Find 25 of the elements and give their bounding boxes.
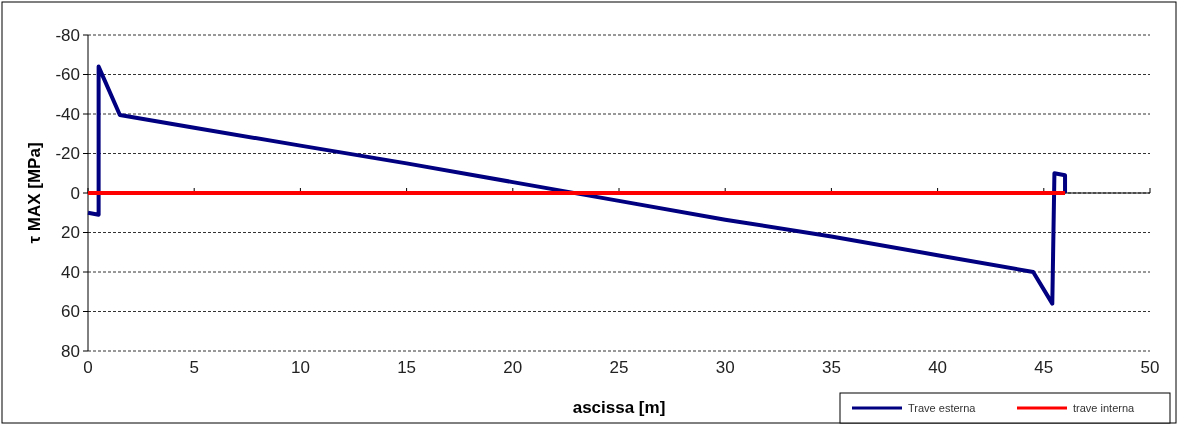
- x-tick-label: 15: [397, 358, 417, 377]
- y-tick-label: -60: [55, 65, 80, 85]
- y-tick-label: -40: [55, 104, 80, 124]
- y-tick-label: -20: [55, 144, 80, 164]
- y-tick-label: 80: [61, 341, 80, 361]
- y-tick-label: 40: [61, 262, 80, 282]
- x-tick-label: 40: [928, 358, 948, 377]
- x-axis-title: ascissa [m]: [572, 398, 666, 417]
- y-tick-label: 0: [70, 183, 80, 203]
- legend-label: Trave esterna: [908, 401, 977, 414]
- x-tick-label: 5: [189, 358, 199, 377]
- y-tick-label: 60: [61, 302, 80, 322]
- x-tick-label: 30: [715, 358, 735, 377]
- x-tick-label: 35: [821, 358, 841, 377]
- legend-label: trave interna: [1073, 401, 1136, 414]
- x-tick-label: 25: [609, 358, 629, 377]
- line-series: [86, 64, 1068, 306]
- y-axis-title: τ MAX [MPa]: [25, 142, 44, 244]
- x-tick-label: 50: [1140, 358, 1160, 377]
- x-tick-label: 10: [290, 358, 310, 377]
- y-tick-label: 20: [61, 223, 80, 243]
- y-tick-label: -80: [55, 25, 80, 45]
- x-tick-label: 0: [83, 358, 93, 377]
- x-tick-label: 20: [503, 358, 523, 377]
- x-tick-label: 45: [1034, 358, 1054, 377]
